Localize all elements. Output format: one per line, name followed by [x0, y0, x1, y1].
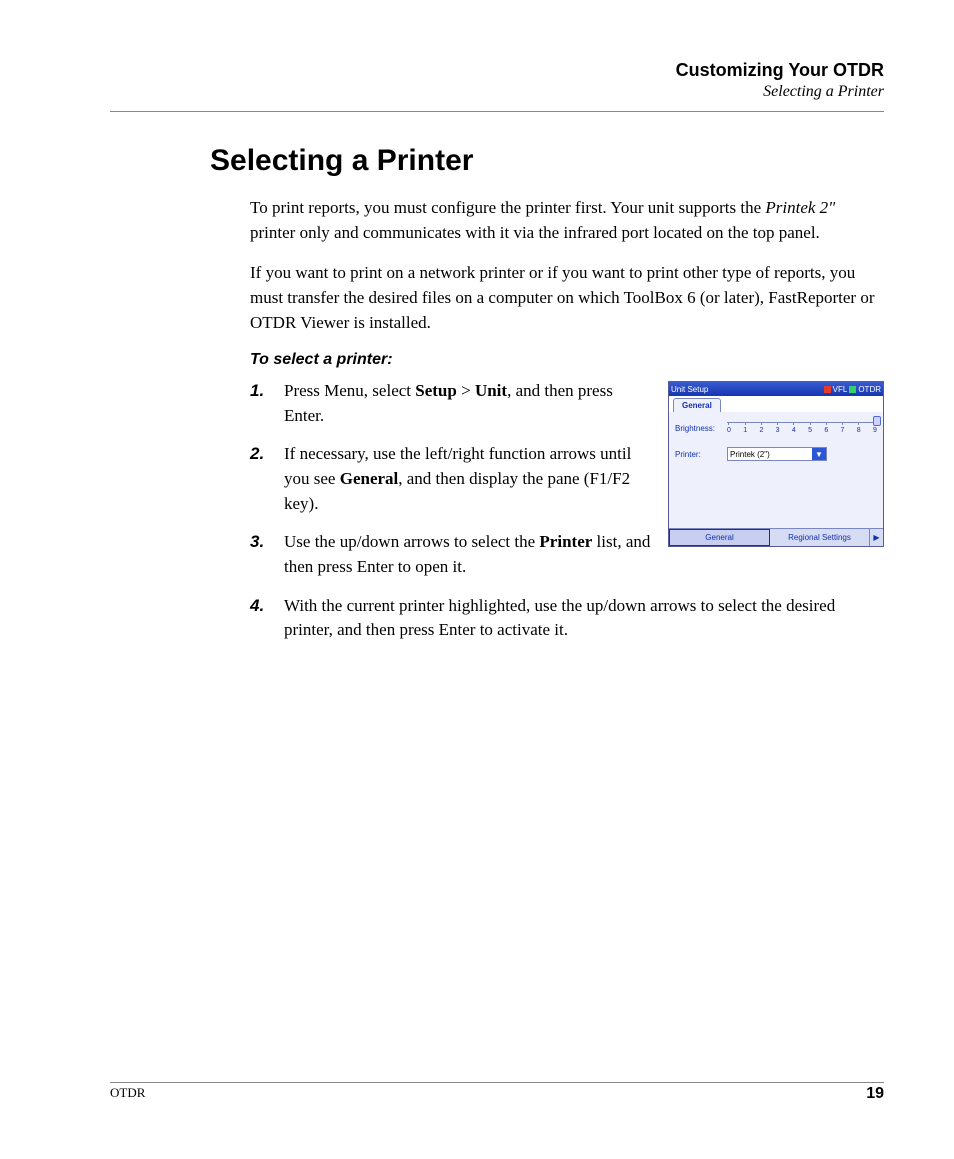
step-3: 3. Use the up/down arrows to select the … [250, 530, 654, 579]
general-tab[interactable]: General [673, 398, 721, 412]
otdr-label: OTDR [858, 385, 881, 394]
slider-ticks: 0 1 2 3 4 5 6 7 8 9 [727, 426, 877, 434]
p1-pre: To print reports, you must configure the… [250, 198, 765, 217]
step-4: 4. With the current printer highlighted,… [250, 594, 884, 643]
slider-tick: 9 [873, 426, 877, 434]
slider-thumb[interactable] [873, 416, 881, 426]
vfl-swatch [824, 386, 831, 393]
screenshot-bottom-tabs: General Regional Settings ▶ [669, 528, 883, 546]
screenshot-spacer [669, 464, 883, 528]
vfl-label: VFL [833, 385, 848, 394]
screenshot-panel: Brightness: 0 1 2 3 4 5 6 7 8 9 Printer: Printek … [669, 412, 883, 546]
step-text: Use the up/down arrows to select the Pri… [284, 530, 654, 579]
running-header: Customizing Your OTDR Selecting a Printe… [110, 60, 884, 101]
header-title: Customizing Your OTDR [110, 60, 884, 81]
step-text: Press Menu, select Setup > Unit, and the… [284, 379, 654, 428]
intro-paragraph-2: If you want to print on a network printe… [250, 261, 884, 335]
slider-tick: 1 [743, 426, 747, 434]
step-2: 2. If necessary, use the left/right func… [250, 442, 654, 516]
printer-select[interactable]: Printek (2") ▼ [727, 447, 827, 461]
page-footer: OTDR 19 [110, 1085, 884, 1103]
bottom-tab-general[interactable]: General [669, 529, 770, 546]
slider-tick: 0 [727, 426, 731, 434]
vfl-badge: VFL [824, 385, 848, 394]
printer-value: Printek (2") [728, 450, 812, 459]
footer-left: OTDR [110, 1085, 145, 1103]
step-number: 1. [250, 379, 284, 428]
procedure-steps-cont: 4. With the current printer highlighted,… [250, 594, 884, 643]
printer-row: Printer: Printek (2") ▼ [669, 444, 883, 464]
p1-emphasis: Printek 2" [765, 198, 835, 217]
screenshot-top-tabs: General [669, 396, 883, 412]
brightness-row: Brightness: 0 1 2 3 4 5 6 7 8 9 [669, 418, 883, 438]
slider-tick: 4 [792, 426, 796, 434]
screenshot-title: Unit Setup [671, 385, 822, 394]
step-number: 4. [250, 594, 284, 643]
header-divider [110, 111, 884, 112]
slider-tick: 6 [824, 426, 828, 434]
procedure-heading: To select a printer: [250, 351, 884, 369]
slider-tick: 5 [808, 426, 812, 434]
footer-right: 19 [866, 1085, 884, 1103]
brightness-label: Brightness: [675, 424, 727, 433]
dropdown-icon[interactable]: ▼ [812, 448, 826, 460]
slider-tick: 2 [759, 426, 763, 434]
p1-post: printer only and communicates with it vi… [250, 223, 820, 242]
step-text: With the current printer highlighted, us… [284, 594, 884, 643]
tab-next-arrow-icon[interactable]: ▶ [869, 529, 883, 546]
slider-tick: 7 [841, 426, 845, 434]
otdr-badge: OTDR [849, 385, 881, 394]
slider-tick: 3 [776, 426, 780, 434]
procedure-steps: 1. Press Menu, select Setup > Unit, and … [250, 379, 654, 579]
bottom-tab-regional[interactable]: Regional Settings [770, 529, 869, 546]
step-1: 1. Press Menu, select Setup > Unit, and … [250, 379, 654, 428]
brightness-slider[interactable]: 0 1 2 3 4 5 6 7 8 9 [727, 419, 877, 437]
step-text: If necessary, use the left/right functio… [284, 442, 654, 516]
header-subtitle: Selecting a Printer [110, 83, 884, 101]
unit-setup-screenshot: Unit Setup VFL OTDR General Brightnes [668, 381, 884, 547]
footer-divider [110, 1082, 884, 1083]
screenshot-titlebar: Unit Setup VFL OTDR [669, 382, 883, 396]
section-title: Selecting a Printer [210, 144, 884, 178]
step-number: 2. [250, 442, 284, 516]
otdr-swatch [849, 386, 856, 393]
printer-label: Printer: [675, 450, 727, 459]
slider-tick: 8 [857, 426, 861, 434]
slider-track [727, 422, 877, 423]
intro-paragraph-1: To print reports, you must configure the… [250, 196, 884, 245]
step-number: 3. [250, 530, 284, 579]
